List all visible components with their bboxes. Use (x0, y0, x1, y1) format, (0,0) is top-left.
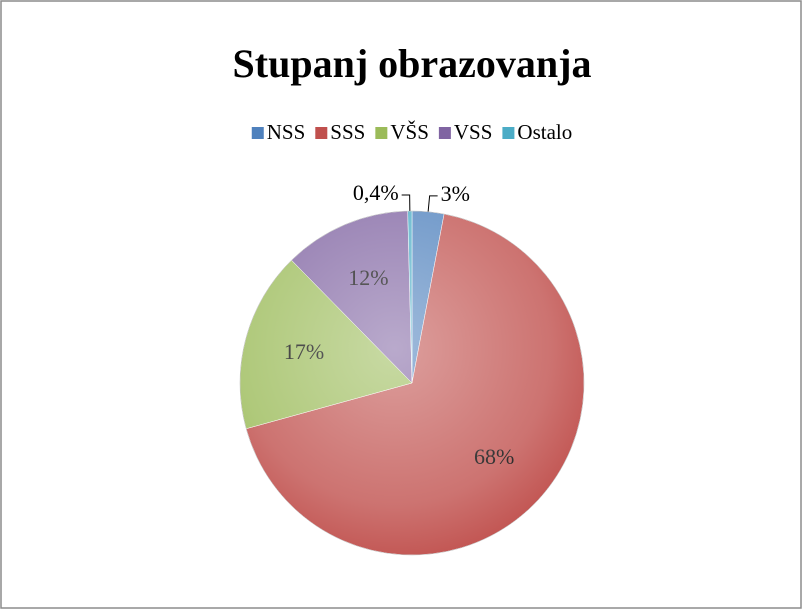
data-label: 68% (474, 444, 514, 469)
legend-label: VŠS (390, 120, 429, 144)
data-label: 0,4% (353, 180, 399, 205)
legend-swatch (502, 127, 515, 139)
data-label: 12% (348, 265, 388, 290)
legend-swatch (315, 127, 328, 139)
legend-swatch (251, 127, 264, 139)
chart-title: Stupanj obrazovanja (233, 41, 592, 86)
leader-line (427, 195, 438, 212)
leader-line (401, 194, 411, 212)
legend-swatch (438, 127, 451, 139)
legend-label: VSS (454, 120, 493, 144)
legend: NSS SSS VŠS VSS Ostalo (251, 120, 572, 144)
legend-swatch (375, 127, 388, 139)
data-label: 3% (441, 181, 470, 206)
data-label: 17% (284, 339, 324, 364)
pie-outline (239, 210, 585, 556)
legend-label: SSS (330, 120, 365, 144)
legend-label: Ostalo (517, 120, 572, 144)
legend-label: NSS (267, 120, 306, 144)
